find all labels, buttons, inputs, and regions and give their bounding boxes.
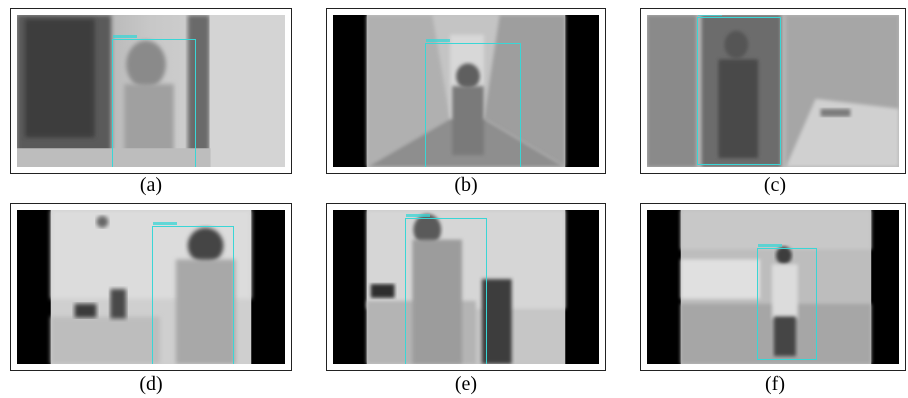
blurred-frame-d <box>17 210 285 364</box>
scene-f-image <box>647 210 899 364</box>
bbox-label-tag <box>758 244 782 247</box>
panel-b <box>326 8 606 174</box>
person-bbox-b <box>425 39 521 167</box>
person-bbox-a <box>112 35 196 167</box>
scene-a-image <box>17 15 285 167</box>
caption-e: (e) <box>454 373 478 395</box>
person-bbox-d <box>152 222 234 364</box>
caption-a: (a) <box>139 174 163 196</box>
caption-c: (c) <box>763 174 787 196</box>
panel-d <box>10 203 292 371</box>
blurred-frame-a <box>17 15 285 167</box>
bbox-label-tag <box>698 15 722 16</box>
panel-f <box>640 203 906 371</box>
scene-c-image <box>647 15 899 167</box>
blurred-frame-f <box>647 210 899 364</box>
blurred-frame-b <box>333 15 599 167</box>
bbox-label-tag <box>406 214 430 217</box>
caption-b: (b) <box>454 174 478 196</box>
blurred-frame-e <box>333 210 599 364</box>
panel-c <box>640 8 906 174</box>
caption-f: (f) <box>765 373 785 395</box>
scene-e-image <box>333 210 599 364</box>
scene-d-image <box>17 210 285 364</box>
panel-e <box>326 203 606 371</box>
person-bbox-f <box>757 244 817 360</box>
caption-d: (d) <box>139 373 163 395</box>
blurred-frame-c <box>647 15 899 167</box>
bbox-label-tag <box>113 35 137 38</box>
person-bbox-e <box>405 214 487 364</box>
bbox-label-tag <box>426 39 450 42</box>
panel-a <box>10 8 292 174</box>
person-bbox-c <box>697 15 781 165</box>
scene-b-image <box>333 15 599 167</box>
bbox-label-tag <box>153 222 177 225</box>
